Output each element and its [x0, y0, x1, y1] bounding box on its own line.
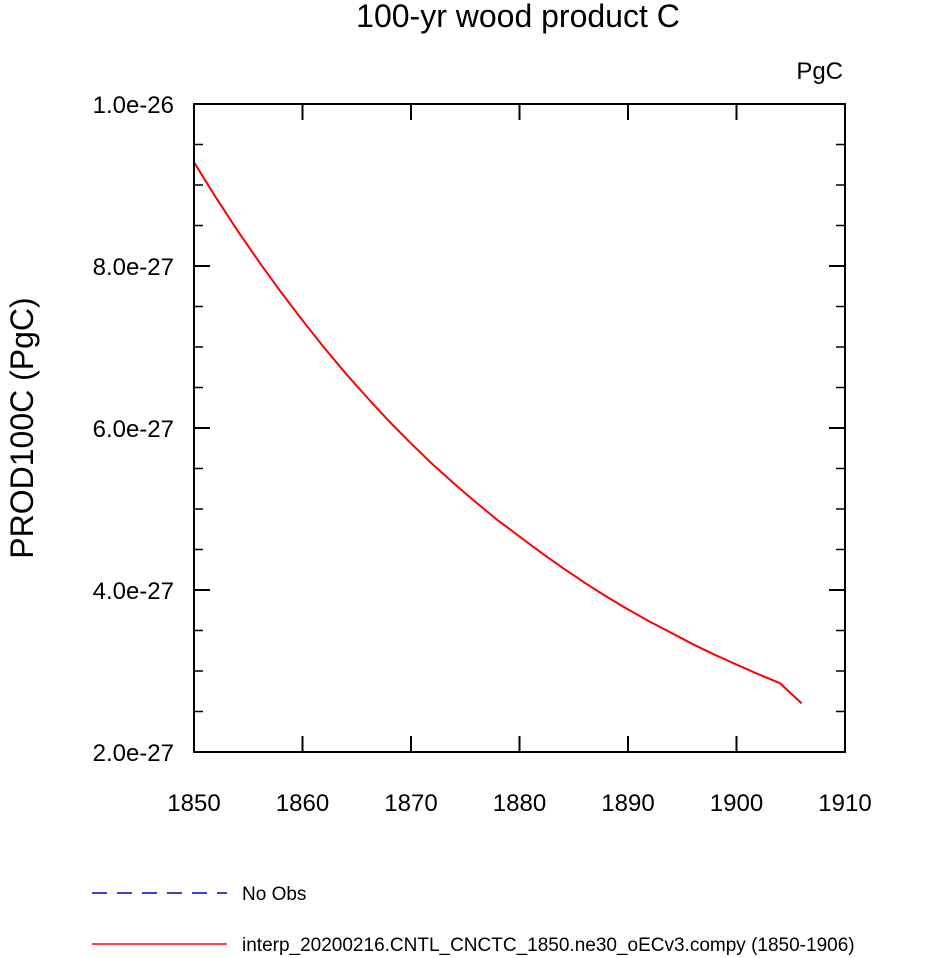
x-tick-label: 1850 — [167, 790, 220, 817]
x-tick-label: 1860 — [276, 790, 329, 817]
x-tick-label: 1890 — [601, 790, 654, 817]
legend: No Obs interp_20200216.CNTL_CNCTC_1850.ne… — [92, 884, 855, 956]
legend-label: No Obs — [242, 884, 306, 905]
y-tick-labels: 2.0e-27 4.0e-27 6.0e-27 8.0e-27 1.0e-26 — [93, 92, 174, 767]
x-tick-label: 1900 — [710, 790, 763, 817]
y-tick-label: 8.0e-27 — [93, 254, 174, 281]
y-axis-label: PROD100C (PgC) — [4, 297, 40, 558]
x-tick-label: 1870 — [384, 790, 437, 817]
units-label: PgC — [796, 58, 843, 85]
y-tick-label: 4.0e-27 — [93, 578, 174, 605]
y-tick-label: 6.0e-27 — [93, 416, 174, 443]
x-tick-label: 1910 — [818, 790, 871, 817]
y-tick-label: 2.0e-27 — [93, 740, 174, 767]
plot-series — [193, 161, 803, 705]
legend-label: interp_20200216.CNTL_CNCTC_1850.ne30_oEC… — [242, 935, 855, 956]
chart-title: 100-yr wood product C — [356, 0, 680, 34]
axis-ticks — [193, 103, 846, 753]
x-tick-label: 1880 — [493, 790, 546, 817]
plot-frame — [193, 103, 846, 753]
y-tick-label: 1.0e-26 — [93, 92, 174, 119]
series-line-1 — [193, 161, 803, 705]
x-tick-labels: 1850 1860 1870 1880 1890 1900 1910 — [167, 790, 871, 817]
